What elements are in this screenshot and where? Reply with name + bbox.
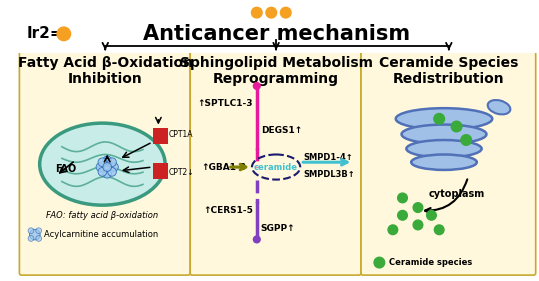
- Circle shape: [413, 220, 423, 230]
- Circle shape: [103, 169, 112, 178]
- Text: SMPD1-4↑: SMPD1-4↑: [303, 153, 353, 162]
- Ellipse shape: [402, 124, 487, 144]
- Text: CPT2↓: CPT2↓: [169, 168, 195, 177]
- Circle shape: [103, 156, 112, 165]
- Circle shape: [434, 225, 444, 235]
- FancyBboxPatch shape: [19, 49, 190, 275]
- Circle shape: [36, 228, 42, 234]
- Text: cytoplasm: cytoplasm: [429, 189, 485, 199]
- Text: SMPDL3B↑: SMPDL3B↑: [303, 170, 355, 179]
- FancyBboxPatch shape: [190, 49, 361, 275]
- Circle shape: [30, 229, 40, 240]
- Text: ↑CERS1-5: ↑CERS1-5: [203, 206, 253, 215]
- Text: Ceramide species: Ceramide species: [389, 258, 472, 267]
- Circle shape: [451, 121, 462, 132]
- Circle shape: [374, 257, 385, 268]
- Circle shape: [109, 163, 119, 171]
- Text: CPT1A: CPT1A: [169, 130, 194, 139]
- Circle shape: [28, 235, 34, 241]
- Circle shape: [434, 114, 445, 124]
- Text: Ceramide Species
Redistribution: Ceramide Species Redistribution: [379, 56, 519, 86]
- Circle shape: [96, 163, 105, 171]
- Ellipse shape: [396, 108, 492, 130]
- Text: ceramide: ceramide: [254, 162, 298, 171]
- Circle shape: [253, 236, 260, 243]
- Text: ↑GBA1-3: ↑GBA1-3: [201, 162, 246, 171]
- Circle shape: [36, 235, 42, 241]
- Text: Acylcarnitine accumulation: Acylcarnitine accumulation: [45, 230, 159, 239]
- Text: Sphingolipid Metabolism
Reprogramming: Sphingolipid Metabolism Reprogramming: [179, 56, 372, 86]
- Circle shape: [266, 7, 277, 18]
- FancyBboxPatch shape: [361, 49, 536, 275]
- Circle shape: [98, 167, 107, 176]
- Ellipse shape: [40, 123, 165, 205]
- Ellipse shape: [411, 155, 477, 170]
- FancyBboxPatch shape: [17, 5, 537, 53]
- Text: FAO: FAO: [55, 164, 77, 174]
- Text: SGPP↑: SGPP↑: [261, 224, 295, 233]
- Ellipse shape: [488, 100, 510, 114]
- Text: ↑SPTLC1-3: ↑SPTLC1-3: [197, 99, 253, 108]
- FancyBboxPatch shape: [153, 163, 168, 179]
- Circle shape: [103, 163, 112, 171]
- Text: Fatty Acid β-Oxidation
Inhibition: Fatty Acid β-Oxidation Inhibition: [18, 56, 193, 86]
- Circle shape: [108, 158, 116, 167]
- Circle shape: [253, 83, 260, 89]
- FancyBboxPatch shape: [153, 128, 168, 144]
- Text: Ir2=: Ir2=: [27, 26, 64, 41]
- Circle shape: [252, 7, 262, 18]
- Circle shape: [413, 203, 423, 212]
- Circle shape: [28, 228, 34, 234]
- Circle shape: [280, 7, 291, 18]
- Circle shape: [388, 225, 398, 235]
- Circle shape: [461, 135, 472, 145]
- Ellipse shape: [406, 140, 482, 157]
- Circle shape: [98, 158, 107, 167]
- Text: DEGS1↑: DEGS1↑: [261, 126, 302, 135]
- Circle shape: [398, 210, 407, 220]
- Circle shape: [57, 27, 71, 41]
- Text: FAO: fatty acid β-oxidation: FAO: fatty acid β-oxidation: [46, 211, 158, 220]
- Text: Anticancer mechanism: Anticancer mechanism: [142, 24, 410, 44]
- Circle shape: [108, 167, 116, 176]
- Circle shape: [427, 210, 436, 220]
- Circle shape: [398, 193, 407, 203]
